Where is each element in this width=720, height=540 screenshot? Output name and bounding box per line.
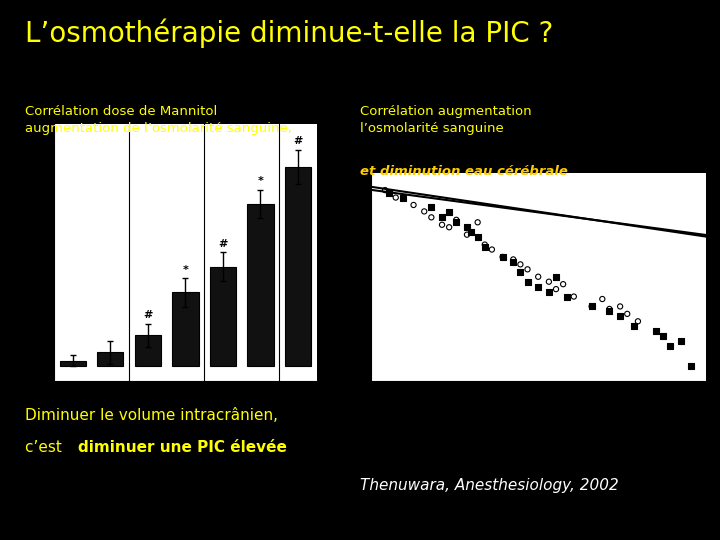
Text: *: *	[258, 177, 264, 186]
Point	[426, 203, 437, 212]
Point	[508, 258, 519, 266]
Text: 8: 8	[145, 437, 150, 446]
Point	[472, 218, 483, 227]
Text: Furosemide Dose mg/kg: Furosemide Dose mg/kg	[50, 437, 143, 446]
Point	[465, 228, 477, 237]
Text: 8: 8	[220, 437, 225, 446]
Text: 0: 0	[258, 437, 263, 446]
Text: Diminuer le volume intracrânien,: Diminuer le volume intracrânien,	[25, 408, 278, 423]
Bar	[60, 361, 86, 367]
Point	[543, 287, 554, 296]
Bar	[285, 167, 311, 367]
Point	[426, 213, 437, 222]
Text: c’est: c’est	[25, 440, 67, 455]
Point	[497, 253, 508, 261]
Text: et diminution eau cérébrale: et diminution eau cérébrale	[360, 165, 568, 178]
Point	[383, 188, 395, 197]
Text: 0: 0	[183, 437, 188, 446]
Point	[621, 309, 633, 318]
Text: Thenuwara, Anesthesiology, 2002: Thenuwara, Anesthesiology, 2002	[360, 478, 618, 493]
Point	[632, 317, 644, 326]
Y-axis label: Plasma Osmolality (mOsm): Plasma Osmolality (mOsm)	[15, 191, 24, 314]
Point	[543, 278, 554, 286]
Point	[532, 273, 544, 281]
Text: 1: 1	[108, 414, 113, 423]
Point	[550, 273, 562, 281]
X-axis label: Plasma Osmolality (mOsm): Plasma Osmolality (mOsm)	[477, 402, 600, 411]
Point	[657, 332, 669, 341]
Point	[508, 255, 519, 264]
Point	[515, 267, 526, 276]
Point	[390, 193, 402, 202]
Text: 0: 0	[70, 437, 76, 446]
Point	[532, 282, 544, 291]
Point	[568, 292, 580, 301]
Point	[479, 243, 490, 252]
Point	[436, 213, 448, 222]
Point	[597, 295, 608, 303]
Text: 1: 1	[145, 414, 150, 423]
Point	[603, 307, 615, 316]
Point	[522, 265, 534, 274]
Text: 8: 8	[258, 414, 264, 423]
Point	[472, 233, 483, 241]
Point	[397, 193, 409, 202]
Point	[436, 220, 448, 229]
Y-axis label: Brain Water (%): Brain Water (%)	[338, 241, 347, 313]
Point	[603, 305, 615, 313]
Text: Corrélation dose de Mannitol
augmentation de l’osmolarité sanguine,: Corrélation dose de Mannitol augmentatio…	[25, 105, 292, 136]
Point	[451, 215, 462, 224]
Point	[685, 362, 697, 370]
Bar	[210, 267, 236, 367]
Text: #: #	[143, 310, 153, 320]
Text: 8: 8	[295, 437, 301, 446]
Point	[515, 260, 526, 269]
Point	[408, 201, 419, 210]
Text: 8: 8	[295, 414, 301, 423]
Point	[614, 302, 626, 311]
Bar	[172, 292, 199, 367]
Bar	[135, 335, 161, 367]
Point	[451, 218, 462, 227]
Text: #: #	[293, 137, 302, 146]
Point	[629, 322, 640, 330]
Point	[462, 223, 473, 232]
Point	[444, 208, 455, 217]
Point	[379, 186, 391, 194]
Text: 4: 4	[220, 414, 225, 423]
Point	[557, 280, 569, 288]
Bar	[97, 352, 123, 367]
Point	[522, 278, 534, 286]
Point	[444, 223, 455, 232]
Text: Mannitol Dose g/kg: Mannitol Dose g/kg	[50, 414, 125, 423]
Text: Corrélation augmentation
l’osmolarité sanguine: Corrélation augmentation l’osmolarité sa…	[360, 105, 531, 136]
Text: *: *	[182, 265, 189, 275]
Point	[486, 245, 498, 254]
Point	[561, 292, 572, 301]
Point	[418, 207, 430, 216]
Point	[462, 231, 473, 239]
Text: 0: 0	[70, 414, 76, 423]
Text: #: #	[218, 239, 228, 249]
Point	[497, 253, 508, 261]
Text: 0: 0	[108, 437, 113, 446]
Bar	[248, 204, 274, 367]
Point	[675, 337, 686, 346]
Text: L’osmothérapie diminue-t-elle la PIC ?: L’osmothérapie diminue-t-elle la PIC ?	[25, 19, 554, 49]
Point	[586, 302, 598, 311]
Point	[650, 327, 662, 335]
Point	[614, 312, 626, 321]
Text: 4: 4	[183, 414, 188, 423]
Point	[550, 285, 562, 293]
Point	[479, 240, 490, 249]
Point	[665, 342, 676, 350]
Text: diminuer une PIC élevée: diminuer une PIC élevée	[78, 440, 287, 455]
Point	[586, 302, 598, 311]
